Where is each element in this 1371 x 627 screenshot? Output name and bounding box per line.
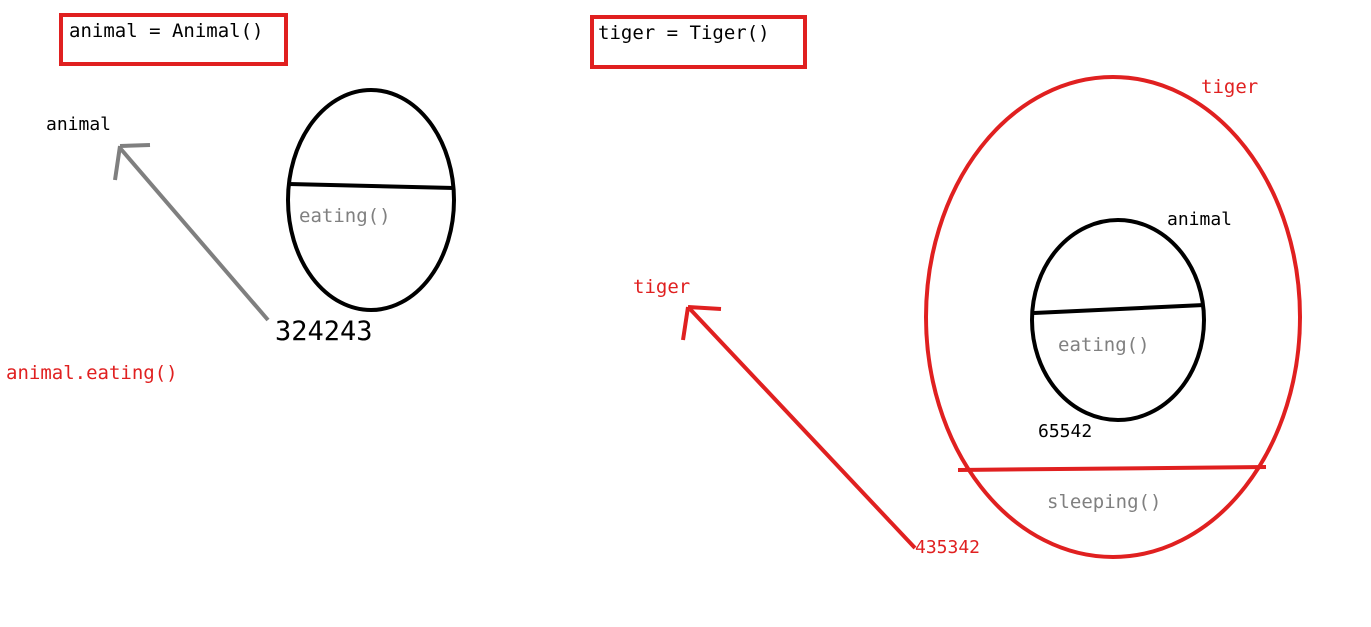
animal-object-divider [288,182,455,190]
inner-animal-address-label: 65542 [1038,421,1093,442]
tiger-address-label: 435342 [915,537,981,558]
animal-reference-arrowhead-left [113,145,122,181]
animal-call-label: animal.eating() [6,362,178,384]
animal-address-label: 324243 [275,316,373,347]
animal-code-box [59,13,288,66]
tiger-method-label: sleeping() [1047,491,1162,513]
animal-object-ellipse [286,88,456,312]
tiger-reference-arrowhead-top [687,305,722,311]
tiger-object-divider [957,465,1267,472]
inner-animal-label: animal [1167,209,1233,230]
inner-animal-method-label: eating() [1058,334,1150,356]
tiger-object-ellipse [924,75,1302,559]
animal-reference-arrow-shaft [118,146,270,322]
tiger-outer-label: tiger [1201,76,1259,98]
tiger-code-box [590,15,807,69]
inner-animal-object-ellipse [1030,218,1206,422]
inner-animal-object-divider [1033,303,1205,315]
tiger-variable-label: tiger [633,276,691,298]
animal-variable-label: animal [46,114,112,135]
animal-reference-arrowhead-top [119,143,151,148]
animal-code-text: animal = Animal() [69,20,264,42]
tiger-code-text: tiger = Tiger() [598,22,770,44]
animal-method-label: eating() [299,205,391,227]
tiger-reference-arrowhead-left [681,306,690,341]
tiger-reference-arrow-shaft [688,307,917,550]
